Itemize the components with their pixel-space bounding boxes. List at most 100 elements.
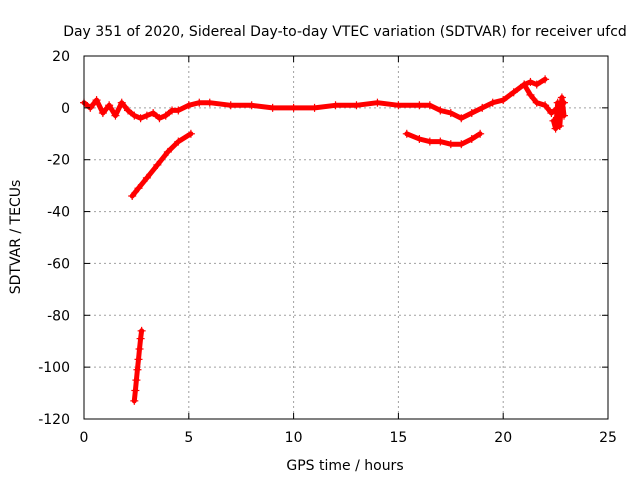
series-steep-drop — [130, 326, 146, 405]
y-tick-label: -40 — [47, 205, 70, 221]
data-point — [137, 326, 146, 335]
series-line — [81, 76, 548, 121]
series-main-track — [80, 75, 550, 123]
series-late-burst — [549, 93, 568, 133]
data-point — [92, 96, 101, 105]
data-point — [174, 137, 183, 146]
data-point — [184, 101, 193, 110]
data-point — [226, 101, 235, 110]
x-tick-label: 20 — [494, 430, 512, 446]
series-early-rise — [128, 129, 195, 201]
y-tick-label: -60 — [47, 256, 70, 272]
grid-lines — [84, 56, 608, 419]
data-point — [526, 77, 535, 86]
data-point — [268, 103, 277, 112]
data-point — [133, 365, 142, 374]
data-point — [476, 129, 485, 138]
y-tick-label: -20 — [47, 153, 70, 169]
data-point — [128, 192, 137, 201]
data-point — [195, 98, 204, 107]
data-point — [149, 109, 158, 118]
data-point — [105, 101, 114, 110]
data-point — [467, 109, 476, 118]
data-point — [436, 106, 445, 115]
data-point — [135, 344, 144, 353]
data-point — [520, 80, 529, 89]
data-point — [509, 88, 518, 97]
data-point — [136, 114, 145, 123]
data-point — [532, 80, 541, 89]
data-point — [134, 355, 143, 364]
data-point — [425, 137, 434, 146]
data-point — [436, 137, 445, 146]
data-point — [446, 140, 455, 149]
data-point — [457, 140, 466, 149]
x-tick-label: 15 — [389, 430, 407, 446]
data-point — [415, 134, 424, 143]
data-point — [488, 98, 497, 107]
plot-frame — [83, 55, 609, 420]
data-point — [547, 109, 556, 118]
x-tick-label: 5 — [184, 430, 193, 446]
y-tick-label: -120 — [38, 412, 70, 428]
x-tick-label: 0 — [80, 430, 89, 446]
data-point — [555, 122, 564, 131]
data-point — [553, 98, 562, 107]
data-point — [131, 386, 140, 395]
y-tick-label: -100 — [38, 360, 70, 376]
data-point — [174, 106, 183, 115]
y-tick-label: 0 — [61, 101, 70, 117]
x-tick-label: 25 — [599, 430, 617, 446]
y-axis-label: SDTVAR / TECUs — [8, 180, 24, 295]
data-point — [532, 98, 541, 107]
data-point — [331, 101, 340, 110]
data-point — [425, 101, 434, 110]
data-point — [186, 129, 195, 138]
data-point — [142, 173, 151, 182]
data-point — [310, 103, 319, 112]
tick-labels: 0 5 10 15 20 25 -120 -100 -80 -60 -40 -20 0 20 — [38, 49, 617, 446]
data-point — [155, 114, 164, 123]
data-point — [134, 184, 143, 193]
data-point — [117, 98, 126, 107]
data-point — [415, 101, 424, 110]
data-point — [402, 129, 411, 138]
data-point — [163, 147, 172, 156]
data-point — [132, 376, 141, 385]
x-tick-label: 10 — [285, 430, 303, 446]
series-afternoon-dip — [402, 129, 485, 149]
data-point — [136, 334, 145, 343]
y-tick-label: -80 — [47, 308, 70, 324]
data-point — [289, 103, 298, 112]
data-point — [526, 90, 535, 99]
data-point — [124, 106, 133, 115]
data-point — [499, 96, 508, 105]
data-point — [352, 101, 361, 110]
data-point — [130, 396, 139, 405]
x-axis-label: GPS time / hours — [286, 458, 403, 474]
data-point — [247, 101, 256, 110]
data-point — [549, 116, 558, 125]
data-point — [130, 111, 139, 120]
data-point — [541, 101, 550, 110]
data-point — [161, 111, 170, 120]
data-point — [111, 111, 120, 120]
data-point — [541, 75, 550, 84]
data-point — [98, 109, 107, 118]
data-point — [557, 93, 566, 102]
data-point — [559, 111, 568, 120]
data-point — [467, 134, 476, 143]
chart-title: Day 351 of 2020, Sidereal Day-to-day VTE… — [63, 24, 627, 40]
data-point — [394, 101, 403, 110]
data-point — [478, 103, 487, 112]
y-tick-label: 20 — [52, 49, 70, 65]
data-point — [153, 160, 162, 169]
data-point — [142, 111, 151, 120]
data-point — [457, 114, 466, 123]
data-point — [373, 98, 382, 107]
data-point — [205, 98, 214, 107]
axis-ticks — [83, 55, 609, 420]
data-series — [80, 75, 568, 405]
